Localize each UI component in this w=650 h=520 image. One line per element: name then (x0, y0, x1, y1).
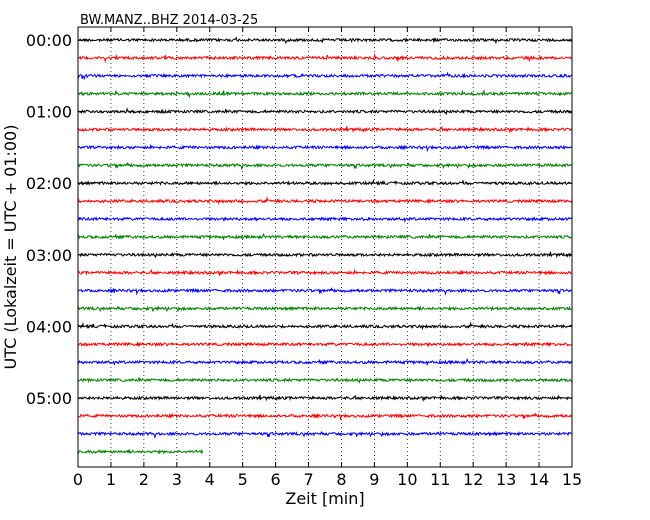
trace-line (77, 321, 572, 331)
trace-line (77, 53, 572, 64)
x-tick-label: 14 (529, 470, 549, 489)
trace-line (77, 107, 572, 116)
x-tick-label: 8 (336, 470, 346, 489)
trace-line (77, 305, 572, 313)
y-axis-label: UTC (Lokalzeit = UTC + 01:00) (1, 125, 20, 370)
trace-line (77, 412, 572, 421)
x-tick-label: 13 (496, 470, 516, 489)
trace-line (77, 178, 572, 187)
trace-line (77, 88, 572, 99)
x-tick-label: 12 (463, 470, 483, 489)
trace-line (77, 430, 572, 439)
y-axis-ticks: 00:00 01:00 02:00 03:00 04:00 05:00 (26, 31, 572, 408)
x-tick-label: 9 (369, 470, 379, 489)
trace-line (77, 251, 572, 259)
trace-line (77, 125, 572, 134)
trace-line (77, 341, 572, 348)
x-tick-label: 1 (106, 470, 116, 489)
x-tick-label: 6 (271, 470, 281, 489)
trace-line (77, 286, 572, 296)
x-tick-label: 0 (73, 470, 83, 489)
trace-line (77, 268, 572, 277)
trace-line (77, 216, 572, 223)
trace-line (77, 394, 572, 402)
y-tick-label: 04:00 (26, 317, 72, 336)
x-axis-ticks: 0 1 2 3 4 5 6 7 8 9 10 11 12 13 14 15 (73, 27, 582, 489)
x-axis-label: Zeit [min] (285, 489, 364, 508)
seismic-traces (77, 36, 572, 455)
trace-line (77, 36, 572, 45)
x-tick-label: 7 (303, 470, 313, 489)
trace-line (77, 71, 572, 81)
trace-line (77, 161, 572, 171)
trace-line (77, 143, 572, 153)
chart-title: BW.MANZ..BHZ 2014-03-25 (80, 13, 258, 28)
y-tick-label: 05:00 (26, 389, 72, 408)
trace-line (77, 377, 572, 384)
x-tick-label: 4 (205, 470, 215, 489)
y-tick-label: 00:00 (26, 31, 72, 50)
x-tick-label: 15 (562, 470, 582, 489)
plot-frame (77, 26, 573, 468)
trace-line (77, 358, 572, 367)
x-tick-label: 11 (430, 470, 450, 489)
y-tick-label: 02:00 (26, 174, 72, 193)
vertical-grid-lines (110, 27, 540, 467)
x-tick-label: 5 (238, 470, 248, 489)
x-tick-label: 3 (172, 470, 182, 489)
trace-line (77, 196, 572, 206)
x-tick-label: 2 (139, 470, 149, 489)
y-tick-label: 03:00 (26, 246, 72, 265)
x-tick-label: 10 (397, 470, 417, 489)
trace-line (77, 448, 204, 455)
trace-line (77, 233, 572, 240)
y-tick-label: 01:00 (26, 103, 72, 122)
